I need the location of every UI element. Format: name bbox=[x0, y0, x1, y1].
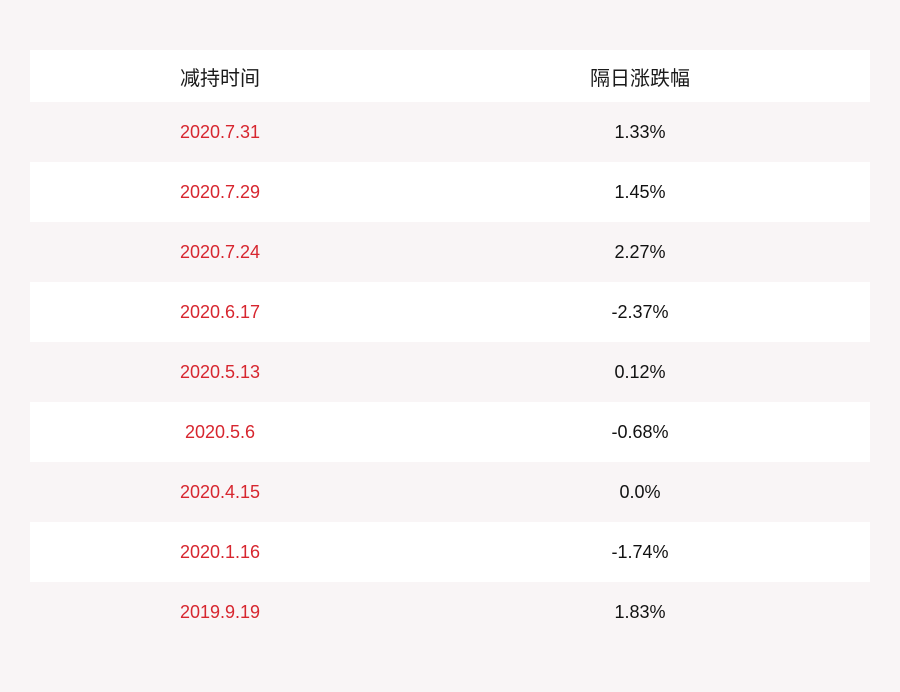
table-row: 2020.5.6 -0.68% bbox=[30, 402, 870, 462]
change-cell: -2.37% bbox=[611, 301, 669, 322]
date-cell: 2020.5.6 bbox=[184, 421, 256, 442]
change-cell: 0.12% bbox=[614, 361, 666, 382]
table-row: 2020.5.13 0.12% bbox=[30, 342, 870, 402]
table-row: 2020.6.17 -2.37% bbox=[30, 282, 870, 342]
change-cell: 1.33% bbox=[614, 121, 666, 142]
date-cell: 2020.6.17 bbox=[179, 301, 261, 322]
date-cell: 2020.7.29 bbox=[179, 181, 261, 202]
date-cell: 2020.5.13 bbox=[179, 361, 261, 382]
date-cell: 2020.1.16 bbox=[179, 541, 261, 562]
table-header: 减持时间 隔日涨跌幅 bbox=[30, 50, 870, 102]
date-cell: 2020.7.24 bbox=[179, 241, 261, 262]
date-cell: 2020.4.15 bbox=[179, 481, 261, 502]
table-row: 2020.7.31 1.33% bbox=[30, 102, 870, 162]
table-row: 2020.4.15 0.0% bbox=[30, 462, 870, 522]
date-cell: 2019.9.19 bbox=[179, 601, 261, 622]
change-cell: 1.83% bbox=[614, 601, 666, 622]
reduction-table: 减持时间 隔日涨跌幅 2020.7.31 1.33% 2020.7.29 1.4… bbox=[30, 50, 870, 642]
change-cell: 0.0% bbox=[619, 481, 661, 502]
change-cell: 1.45% bbox=[614, 181, 666, 202]
table-row: 2020.7.29 1.45% bbox=[30, 162, 870, 222]
change-cell: -0.68% bbox=[611, 421, 669, 442]
date-cell: 2020.7.31 bbox=[179, 121, 261, 142]
table-row: 2020.7.24 2.27% bbox=[30, 222, 870, 282]
table-row: 2019.9.19 1.83% bbox=[30, 582, 870, 642]
table-row: 2020.1.16 -1.74% bbox=[30, 522, 870, 582]
change-cell: 2.27% bbox=[614, 241, 666, 262]
header-next-day-change: 隔日涨跌幅 bbox=[590, 67, 690, 90]
change-cell: -1.74% bbox=[611, 541, 669, 562]
header-reduction-date: 减持时间 bbox=[180, 67, 260, 90]
